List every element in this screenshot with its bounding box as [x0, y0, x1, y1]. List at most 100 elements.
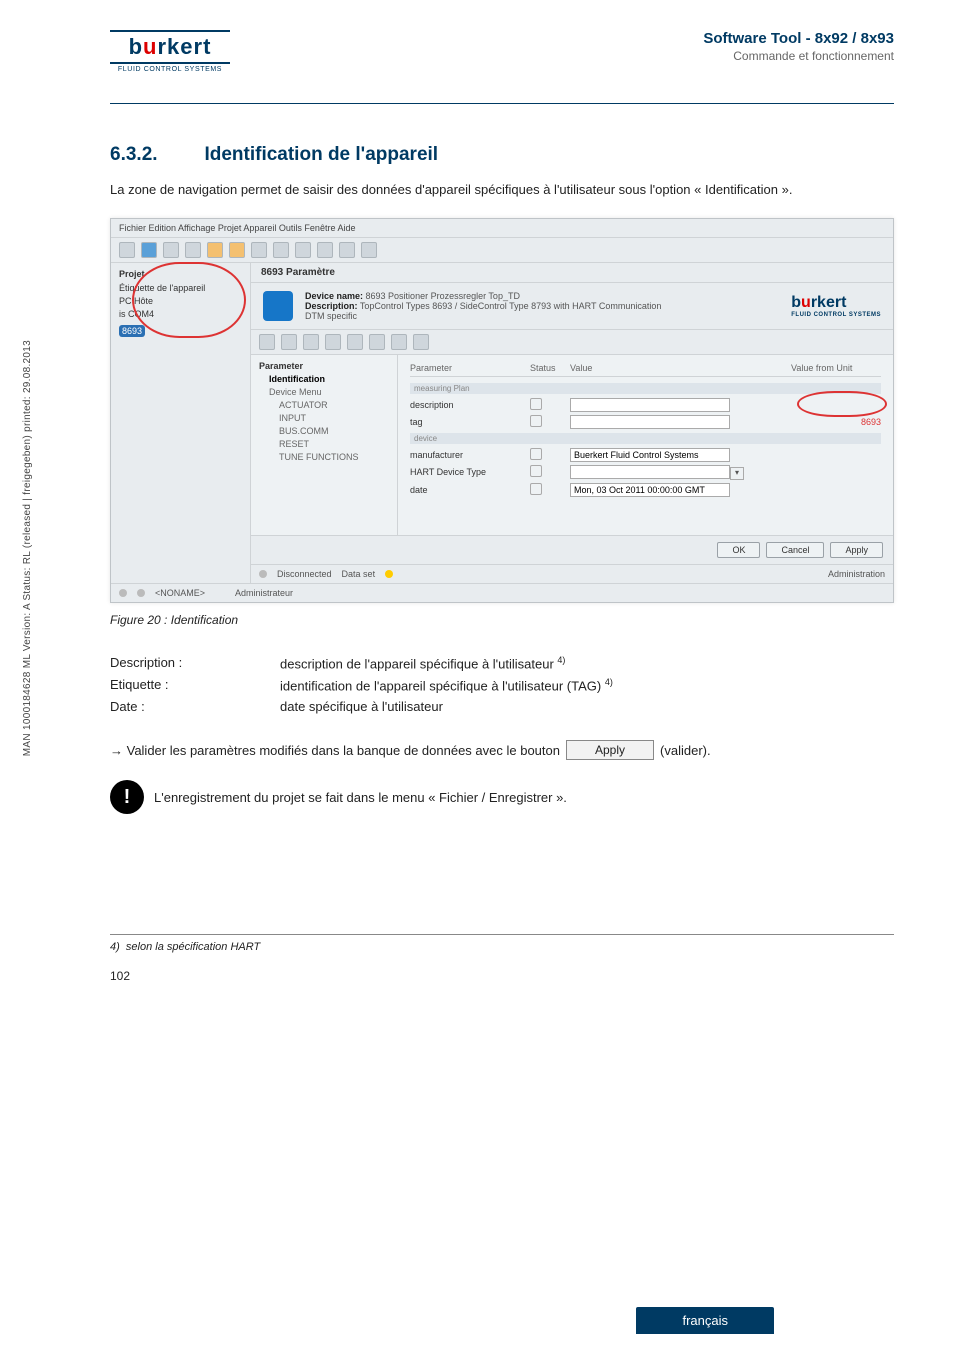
- logo: burkert FLUID CONTROL SYSTEMS: [110, 30, 230, 73]
- param-name: HART Device Type: [410, 467, 530, 477]
- apply-button[interactable]: Apply: [830, 542, 883, 558]
- device-icon: [263, 291, 293, 321]
- param-row: tag8693: [410, 415, 881, 429]
- tree-node[interactable]: RESET: [279, 439, 389, 449]
- param-input[interactable]: [570, 483, 730, 497]
- tree-node[interactable]: BUS.COMM: [279, 426, 389, 436]
- param-name: tag: [410, 417, 530, 427]
- def-key: Etiquette :: [110, 677, 280, 693]
- app-window: Fichier Edition Affichage Projet Apparei…: [110, 218, 894, 603]
- tree-node[interactable]: ACTUATOR: [279, 400, 389, 410]
- status-tag: <NONAME>: [155, 588, 205, 598]
- apply-button-inline[interactable]: Apply: [566, 740, 654, 760]
- header-separator: [110, 103, 894, 104]
- note-text: L'enregistrement du projet se fait dans …: [154, 790, 567, 805]
- def-key: Date :: [110, 699, 280, 714]
- status-lamp: [259, 570, 267, 578]
- app-statusbar: <NONAME> Administrateur: [111, 583, 893, 602]
- param-tree[interactable]: Parameter Identification Device Menu ACTUAT…: [251, 355, 398, 535]
- logo-u: u: [801, 294, 811, 311]
- param-input[interactable]: [570, 448, 730, 462]
- note-box: ! L'enregistrement du projet se fait dan…: [110, 780, 894, 814]
- status-lamp: [137, 589, 145, 597]
- status-icon: [530, 448, 542, 460]
- panel-tab[interactable]: 8693 Paramètre: [251, 263, 893, 283]
- toolbar-icon[interactable]: [281, 334, 297, 350]
- panel-logo: burkert FLUID CONTROL SYSTEMS: [791, 294, 881, 318]
- param-row: date: [410, 483, 881, 497]
- toolbar-icon[interactable]: [119, 242, 135, 258]
- toolbar[interactable]: [111, 238, 893, 263]
- toolbar-icon[interactable]: [273, 242, 289, 258]
- device-info-row: Device name: 8693 Positioner Prozessregl…: [305, 291, 661, 301]
- definition-row: Etiquette :identification de l'appareil …: [110, 677, 894, 693]
- param-name: description: [410, 400, 530, 410]
- ok-button[interactable]: OK: [717, 542, 760, 558]
- toolbar-icon[interactable]: [185, 242, 201, 258]
- nav-item[interactable]: PC Hôte: [119, 296, 242, 306]
- device-info-row: Description: TopControl Types 8693 / Sid…: [305, 301, 661, 311]
- param-input[interactable]: [570, 415, 730, 429]
- th-parameter: Parameter: [410, 363, 530, 373]
- language-tab: français: [636, 1307, 774, 1334]
- def-value: description de l'appareil spécifique à l…: [280, 655, 894, 671]
- panel-toolbar[interactable]: [251, 330, 893, 355]
- param-name: manufacturer: [410, 450, 530, 460]
- tree-node[interactable]: INPUT: [279, 413, 389, 423]
- param-row: description: [410, 398, 881, 412]
- status-dataset: Data set: [342, 569, 376, 579]
- toolbar-icon[interactable]: [347, 334, 363, 350]
- dialog-buttons: OK Cancel Apply: [251, 535, 893, 564]
- doc-title: Software Tool - 8x92 / 8x93: [703, 30, 894, 47]
- param-name: date: [410, 485, 530, 495]
- nav-item[interactable]: is COM4: [119, 309, 242, 319]
- tree-node[interactable]: Device Menu: [269, 387, 389, 397]
- toolbar-icon[interactable]: [317, 242, 333, 258]
- status-admin: Administration: [828, 569, 885, 579]
- logo-sub: FLUID CONTROL SYSTEMS: [110, 66, 230, 73]
- definition-list: Description :description de l'appareil s…: [110, 655, 894, 715]
- toolbar-icon[interactable]: [251, 242, 267, 258]
- definition-row: Description :description de l'appareil s…: [110, 655, 894, 671]
- toolbar-icon[interactable]: [339, 242, 355, 258]
- status-lamp: [385, 570, 393, 578]
- toolbar-icon[interactable]: [207, 242, 223, 258]
- toolbar-icon[interactable]: [229, 242, 245, 258]
- toolbar-icon[interactable]: [163, 242, 179, 258]
- toolbar-icon[interactable]: [391, 334, 407, 350]
- apply-post: (valider).: [660, 743, 711, 758]
- cancel-button[interactable]: Cancel: [766, 542, 824, 558]
- status-icon: [530, 483, 542, 495]
- tree-node[interactable]: Parameter: [259, 361, 389, 371]
- toolbar-icon[interactable]: [325, 334, 341, 350]
- device-info-row: DTM specific: [305, 311, 661, 321]
- section-number: 6.3.2.: [110, 144, 200, 166]
- param-input[interactable]: [570, 398, 730, 412]
- th-status: Status: [530, 363, 570, 373]
- footnote-text: selon la spécification HART: [126, 941, 260, 953]
- page-header: burkert FLUID CONTROL SYSTEMS Software T…: [110, 30, 894, 73]
- def-value: identification de l'appareil spécifique …: [280, 677, 894, 693]
- toolbar-icon[interactable]: [259, 334, 275, 350]
- nav-item[interactable]: 8693: [119, 325, 145, 337]
- param-group: measuring Plan: [410, 383, 881, 394]
- toolbar-icon[interactable]: [369, 334, 385, 350]
- nav-item[interactable]: Étiquette de l'appareil: [119, 283, 242, 293]
- status-icon: [530, 415, 542, 427]
- status-disconnected: Disconnected: [277, 569, 332, 579]
- logo-post: rkert: [157, 34, 211, 59]
- th-unit: Value from Unit: [791, 363, 881, 373]
- toolbar-icon[interactable]: [295, 242, 311, 258]
- toolbar-icon[interactable]: [413, 334, 429, 350]
- tree-node[interactable]: Identification: [269, 374, 389, 384]
- def-value: date spécifique à l'utilisateur: [280, 699, 894, 714]
- logo-post: rkert: [811, 294, 847, 311]
- footnote-num: 4): [110, 941, 120, 953]
- toolbar-icon[interactable]: [361, 242, 377, 258]
- toolbar-icon[interactable]: [303, 334, 319, 350]
- footnote: 4) selon la spécification HART: [110, 941, 894, 953]
- param-input[interactable]: [570, 465, 730, 479]
- tree-node[interactable]: TUNE FUNCTIONS: [279, 452, 389, 462]
- save-icon[interactable]: [141, 242, 157, 258]
- menubar[interactable]: Fichier Edition Affichage Projet Apparei…: [111, 219, 893, 238]
